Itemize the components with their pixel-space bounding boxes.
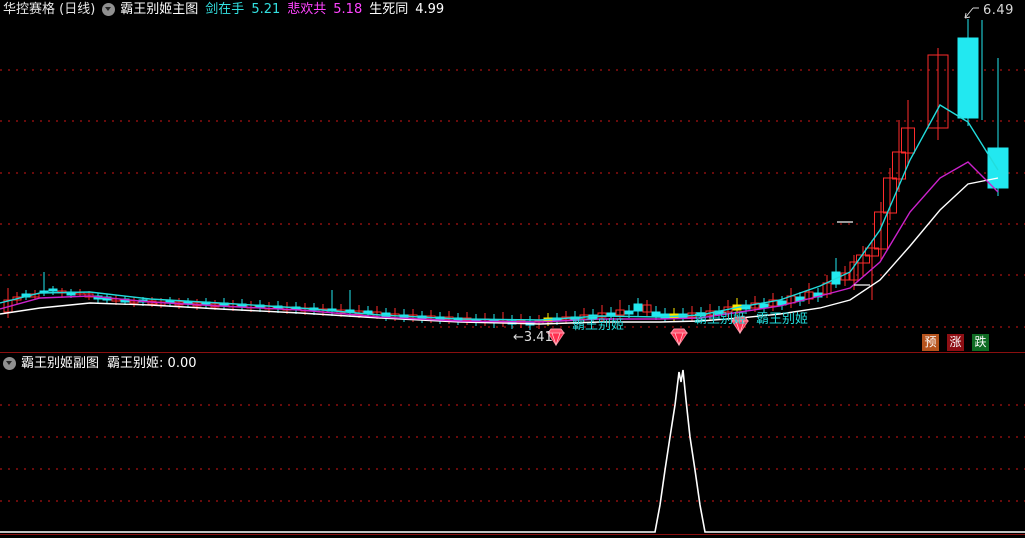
candle-body-down	[987, 147, 1009, 189]
badge-rise[interactable]: 涨	[947, 333, 964, 351]
indicator-1-value: 5.21	[251, 2, 281, 17]
signal-label-1: 霸王别姬	[572, 318, 625, 333]
price-pointer-label: 6.49	[963, 3, 1023, 22]
main-indicator-title[interactable]: 霸王别姬主图	[120, 2, 199, 17]
candle-body-down	[651, 311, 661, 317]
main-chart-pane[interactable]	[0, 19, 1025, 352]
badge-forecast[interactable]: 预	[922, 333, 939, 351]
candle-body-up	[768, 299, 778, 307]
main-chart-canvas[interactable]	[0, 19, 1025, 352]
candle-body-up	[927, 54, 949, 129]
signal-label-2: 霸王别姬	[694, 312, 747, 327]
sub-indicator-sep: :	[159, 356, 168, 371]
pane-separator-bottom	[0, 534, 1025, 535]
candle-body-up	[865, 247, 879, 257]
pointer-arrow-icon: 6.49	[964, 3, 1014, 19]
indicator-1-label: 剑在手	[205, 2, 245, 17]
sub-indicator-line	[0, 369, 1025, 533]
prediction-badge-group: 预 涨 跌	[922, 333, 989, 351]
candle-body-down	[363, 310, 373, 314]
sub-indicator-title[interactable]: 霸王别姬副图	[21, 356, 100, 371]
candle-body-up	[597, 312, 607, 318]
signal-gem-icon	[670, 328, 688, 347]
candle-body-down	[957, 37, 979, 119]
indicator-2-value: 5.18	[333, 2, 363, 17]
price-high-value: 6.49	[983, 4, 1014, 18]
chevron-down-circle-icon-sub[interactable]	[3, 357, 16, 370]
moving-average-lines	[0, 104, 999, 325]
pane-separator-top	[0, 352, 1025, 353]
stock-name-label[interactable]: 华控赛格 (日线)	[3, 2, 96, 17]
sub-chart-canvas[interactable]	[0, 355, 1025, 538]
candlestick-series	[3, 19, 1009, 330]
signal-gem-icon	[731, 316, 749, 335]
candle-body-up	[892, 151, 906, 180]
candle-body-up	[705, 310, 715, 316]
chevron-down-circle-icon[interactable]	[102, 3, 116, 16]
sub-indicator-value: 0.00	[167, 356, 197, 371]
candle-body-up	[901, 127, 915, 154]
indicator-3-label: 生死同	[369, 2, 409, 17]
low-price-annotation: ←3.41	[513, 330, 553, 345]
signal-gem-icon	[547, 328, 565, 347]
candle-body-down	[633, 303, 643, 312]
sub-chart-pane[interactable]	[0, 355, 1025, 538]
indicator-3-value: 4.99	[415, 2, 445, 17]
indicator-2-label: 悲欢共	[287, 2, 327, 17]
candle-body-up	[615, 309, 625, 316]
candle-body-down	[48, 288, 58, 292]
signal-label-3: 霸王别姬	[756, 312, 809, 327]
low-price-text: ←3.41	[513, 330, 553, 345]
candle-body-up	[883, 177, 897, 214]
candle-body-up	[874, 211, 888, 250]
main-chart-header: 华控赛格 (日线) 霸王别姬主图 剑在手 5.21 悲欢共 5.18 生死同 4.99	[0, 0, 1025, 19]
badge-fall[interactable]: 跌	[972, 333, 989, 351]
candle-body-down	[624, 310, 634, 315]
sub-chart-header: 霸王别姬副图 霸王别姬: 0.00	[0, 353, 1025, 374]
signal-markers	[547, 316, 749, 347]
sub-indicator-label: 霸王别姬	[107, 356, 160, 371]
candle-body-up	[642, 304, 652, 313]
candle-body-up	[12, 296, 22, 301]
